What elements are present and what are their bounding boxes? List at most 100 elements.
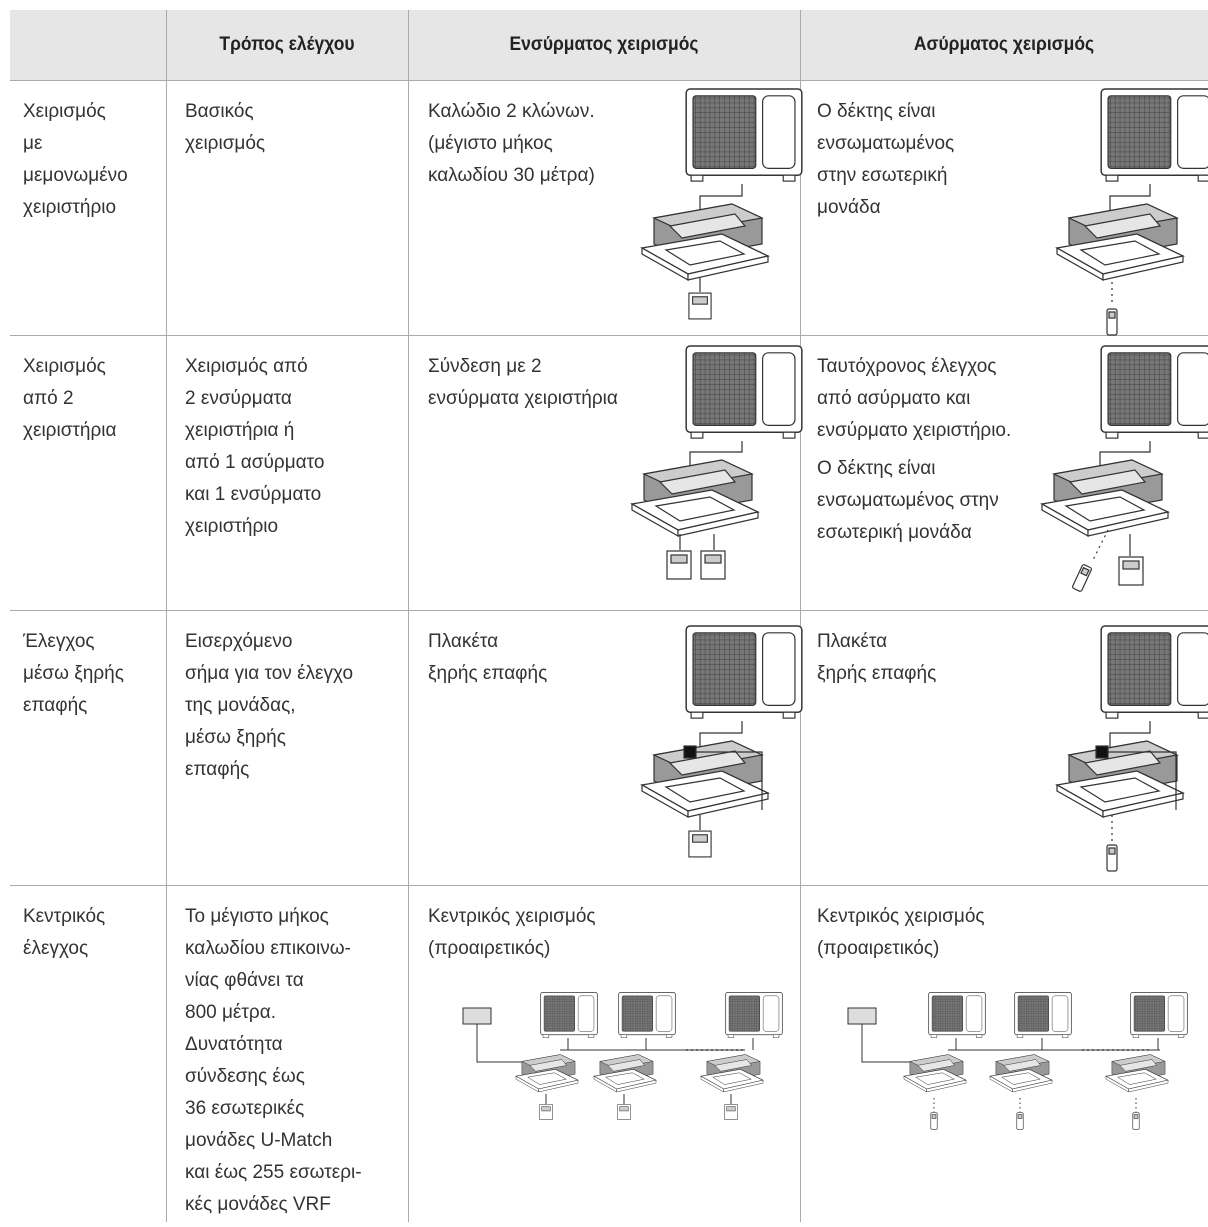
paragraph: Κεντρικός χειρισμός (προαιρετικός) [817, 901, 985, 965]
row-label: Χειρισμός με μεμονωμένο χειριστήριο [23, 96, 128, 230]
wireless-cell: Κεντρικός χειρισμός (προαιρετικός) [817, 901, 985, 971]
row-line [10, 885, 1208, 886]
row-line [10, 335, 1208, 336]
text-line: καλωδίου 30 μέτρα) [428, 165, 595, 186]
text-line: Κεντρικός χειρισμός [817, 906, 985, 927]
paragraph: Έλεγχος μέσω ξηρής επαφής [23, 626, 124, 722]
text-line: Κεντρικός [23, 906, 106, 927]
text-line: μονάδες U-Match [185, 1130, 333, 1151]
text-line: Ο δέκτης είναι [817, 458, 936, 479]
text-line: κές μονάδες VRF [185, 1194, 331, 1215]
text-line: και 1 ενσύρματο [185, 484, 322, 505]
text-line: Χειρισμός από [185, 356, 308, 377]
text-line: από 1 ασύρματο [185, 452, 325, 473]
text-line: χειριστήρια [23, 420, 117, 441]
text-line: (προαιρετικός) [817, 938, 940, 959]
header-cell: Ασύρματος χειρισμός [913, 34, 1095, 55]
wired-cell: Σύνδεση με 2 ενσύρματα χειριστήρια [428, 351, 618, 421]
paragraph: Πλακέτα ξηρής επαφής [428, 626, 547, 690]
text-line: στην εσωτερική [817, 165, 948, 186]
text-line: χειριστήρια ή [185, 420, 295, 441]
paragraph: Καλώδιο 2 κλώνων. (μέγιστο μήκος καλωδίου … [428, 96, 595, 192]
text-line: σήμα για τον έλεγχο [185, 663, 354, 684]
text-line: μεμονωμένο [23, 165, 128, 186]
paragraph: Χειρισμός από 2 ενσύρματα χειριστήρια ή από… [185, 351, 324, 543]
paragraph: Χειρισμός με μεμονωμένο χειριστήριο [23, 96, 128, 224]
text-line: έλεγχος [23, 938, 89, 959]
text-line: ξηρής επαφής [428, 663, 548, 684]
text-line: και έως 255 εσωτερι- [185, 1162, 362, 1183]
paragraph: Το μέγιστο μήκος καλωδίου επικοινω-νίας φ… [185, 901, 362, 1221]
text-line: επαφής [23, 695, 88, 716]
paragraph: Εισερχόμενο σήμα για τον έλεγχο της μονάδα… [185, 626, 353, 786]
wired-cell: Πλακέτα ξηρής επαφής [428, 626, 547, 696]
text-line: Σύνδεση με 2 [428, 356, 542, 377]
header-cell: Τρόπος ελέγχου [219, 34, 355, 55]
method-cell: Χειρισμός από 2 ενσύρματα χειριστήρια ή από… [185, 351, 324, 549]
col-line [800, 10, 801, 1222]
row-label: Κεντρικός έλεγχος [23, 901, 105, 971]
header-cell: Ενσύρματος χειρισμός [509, 34, 699, 55]
wired-cell: Κεντρικός χειρισμός (προαιρετικός) [428, 901, 596, 971]
text-line: χειριστήριο [23, 197, 117, 218]
text-line: 2 ενσύρματα [185, 388, 292, 409]
text-line: (προαιρετικός) [428, 938, 551, 959]
text-line: νίας φθάνει τα [185, 970, 304, 991]
col-line [408, 10, 409, 1222]
text-line: ενσύρματο χειριστήριο. [817, 420, 1012, 441]
text-line: από 2 [23, 388, 74, 409]
text-line: Το μέγιστο μήκος [185, 906, 329, 927]
text-line: χειρισμός [185, 133, 266, 154]
text-line: καλωδίου επικοινω- [185, 938, 351, 959]
text-line: με [23, 133, 43, 154]
text-line: Καλώδιο 2 κλώνων. [428, 101, 595, 122]
text-line: μέσω ξηρής [185, 727, 286, 748]
text-line: 800 μέτρα. [185, 1002, 276, 1023]
text-line: μονάδα [817, 197, 881, 218]
header-bar [10, 10, 1208, 80]
row-line [10, 610, 1208, 611]
text-line: Βασικός [185, 101, 254, 122]
paragraph: Σύνδεση με 2 ενσύρματα χειριστήρια [428, 351, 618, 415]
text-line: ενσύρματα χειριστήρια [428, 388, 618, 409]
method-cell: Εισερχόμενο σήμα για τον έλεγχο της μονάδα… [185, 626, 353, 792]
text-line: Χειρισμός [23, 356, 106, 377]
row-line [10, 80, 1208, 81]
text-line: Κεντρικός χειρισμός [428, 906, 596, 927]
text-line: Ταυτόχρονος έλεγχος [817, 356, 997, 377]
text-line: Πλακέτα [817, 631, 888, 652]
text-line: επαφής [185, 759, 250, 780]
row-label: Έλεγχος μέσω ξηρής επαφής [23, 626, 124, 728]
paragraph: Πλακέτα ξηρής επαφής [817, 626, 936, 690]
text-line: ξηρής επαφής [817, 663, 937, 684]
wireless-cell: Ταυτόχρονος έλεγχος από ασύρματο και ενσύρ… [817, 351, 1011, 555]
text-line: σύνδεσης έως [185, 1066, 305, 1087]
text-line: μέσω ξηρής [23, 663, 124, 684]
wired-cell: Καλώδιο 2 κλώνων. (μέγιστο μήκος καλωδίου … [428, 96, 595, 198]
paragraph: Ταυτόχρονος έλεγχος από ασύρματο και ενσύρ… [817, 351, 1011, 447]
paragraph: Κεντρικός χειρισμός (προαιρετικός) [428, 901, 596, 965]
text-line: χειριστήριο [185, 516, 279, 537]
wireless-cell: Πλακέτα ξηρής επαφής [817, 626, 936, 696]
method-cell: Το μέγιστο μήκος καλωδίου επικοινω-νίας φ… [185, 901, 362, 1227]
paragraph: Κεντρικός έλεγχος [23, 901, 105, 965]
paragraph: Ο δέκτης είναι ενσωματωμένος στην εσωτερικ… [817, 453, 1011, 549]
text-line: Έλεγχος [23, 631, 95, 652]
wireless-cell: Ο δέκτης είναι ενσωματωμένος στην εσωτερικ… [817, 96, 954, 230]
text-line: από ασύρματο και [817, 388, 971, 409]
text-line: Δυνατότητα [185, 1034, 283, 1055]
text-line: εσωτερική μονάδα [817, 522, 972, 543]
text-line: Χειρισμός [23, 101, 106, 122]
text-line: της μονάδας, [185, 695, 296, 716]
text-line: Ο δέκτης είναι [817, 101, 936, 122]
text-line: Εισερχόμενο [185, 631, 293, 652]
text-line: Πλακέτα [428, 631, 499, 652]
text-line: ενσωματωμένος στην [817, 490, 999, 511]
text-line: 36 εσωτερικές [185, 1098, 305, 1119]
method-cell: Βασικός χειρισμός [185, 96, 265, 166]
paragraph: Χειρισμός από 2 χειριστήρια [23, 351, 117, 447]
text-line: ενσωματωμένος [817, 133, 955, 154]
paragraph: Βασικός χειρισμός [185, 96, 265, 160]
